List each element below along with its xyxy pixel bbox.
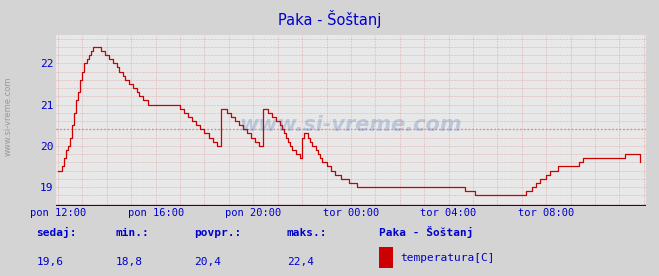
Text: Paka - Šoštanj: Paka - Šoštanj bbox=[379, 226, 473, 238]
Text: www.si-vreme.com: www.si-vreme.com bbox=[3, 76, 13, 156]
Text: povpr.:: povpr.: bbox=[194, 228, 242, 238]
Text: maks.:: maks.: bbox=[287, 228, 327, 238]
Text: min.:: min.: bbox=[115, 228, 149, 238]
Text: 18,8: 18,8 bbox=[115, 257, 142, 267]
Text: 22,4: 22,4 bbox=[287, 257, 314, 267]
Text: temperatura[C]: temperatura[C] bbox=[401, 253, 495, 263]
Text: 20,4: 20,4 bbox=[194, 257, 221, 267]
Text: sedaj:: sedaj: bbox=[36, 227, 76, 238]
Text: 19,6: 19,6 bbox=[36, 257, 63, 267]
Text: www.si-vreme.com: www.si-vreme.com bbox=[240, 115, 462, 135]
Text: Paka - Šoštanj: Paka - Šoštanj bbox=[278, 10, 381, 28]
